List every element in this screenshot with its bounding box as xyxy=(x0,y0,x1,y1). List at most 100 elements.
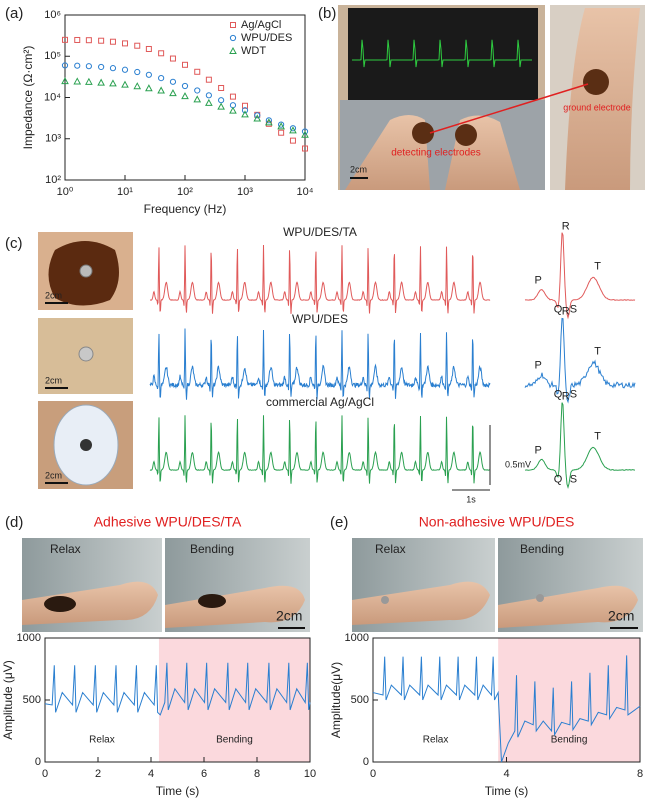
marker xyxy=(218,97,225,104)
marker xyxy=(134,42,141,49)
wave-label: Q xyxy=(554,474,563,486)
marker xyxy=(241,110,249,118)
marker xyxy=(181,92,189,100)
y-tick-label: 500 xyxy=(23,694,41,706)
y-tick-label: 10⁴ xyxy=(44,91,61,103)
marker xyxy=(85,63,92,70)
marker xyxy=(278,129,285,136)
legend-label: WPU/DES xyxy=(241,32,292,44)
photo-label: Relax xyxy=(375,542,406,556)
marker xyxy=(122,40,128,47)
trace-title: WPU/DES xyxy=(292,312,348,326)
scale-label: 0.5mV xyxy=(505,459,531,469)
y-tick-label: 0 xyxy=(363,756,369,768)
marker xyxy=(121,80,129,88)
x-axis-title: Time (s) xyxy=(156,784,200,798)
x-axis-title: Time (s) xyxy=(485,784,529,798)
annotation: ground electrode xyxy=(563,102,631,112)
panel-label: (e) xyxy=(330,514,348,531)
marker xyxy=(61,62,69,69)
marker xyxy=(205,98,213,106)
panel-label: (d) xyxy=(5,514,23,531)
marker xyxy=(145,71,152,78)
screen-trace xyxy=(352,39,532,68)
x-tick-label: 10¹ xyxy=(117,186,133,198)
marker xyxy=(145,84,153,92)
marker xyxy=(169,55,176,62)
region-label: Bending xyxy=(551,735,588,746)
marker xyxy=(265,118,273,126)
x-tick-label: 4 xyxy=(503,768,509,780)
marker xyxy=(301,130,309,138)
scale-label: 2cm xyxy=(45,290,62,300)
marker xyxy=(74,36,81,43)
marker xyxy=(301,128,309,135)
wave-label: T xyxy=(594,430,601,442)
region-label: Relax xyxy=(89,735,115,746)
scale-label: 1s xyxy=(466,494,476,504)
x-tick-label: 8 xyxy=(637,768,643,780)
x-tick-label: 6 xyxy=(201,768,207,780)
ecg-trace xyxy=(149,328,491,400)
marker xyxy=(241,107,249,114)
y-tick-label: 10⁶ xyxy=(44,9,61,21)
marker xyxy=(193,95,202,103)
ecg-trace xyxy=(149,415,491,484)
wave-label: S xyxy=(570,474,577,486)
marker xyxy=(254,112,261,119)
photo-b xyxy=(338,5,645,190)
marker xyxy=(98,37,105,44)
x-tick-label: 0 xyxy=(42,768,48,780)
y-axis-title: Amplitude(μV) xyxy=(329,662,343,738)
marker xyxy=(229,93,236,100)
data-line xyxy=(44,662,311,716)
y-tick-label: 1000 xyxy=(17,632,41,644)
panel-label: (c) xyxy=(5,235,23,252)
x-tick-label: 8 xyxy=(254,768,260,780)
marker xyxy=(278,121,285,128)
wave-label: P xyxy=(535,359,542,371)
ecg-zoom xyxy=(524,402,636,490)
x-tick-label: 10² xyxy=(177,186,193,198)
shade-region xyxy=(498,638,640,762)
x-tick-label: 10⁰ xyxy=(57,186,74,198)
x-tick-label: 10⁴ xyxy=(297,186,314,198)
marker xyxy=(242,102,248,109)
y-tick-label: 1000 xyxy=(345,632,369,644)
region-label: Relax xyxy=(423,735,449,746)
ecg-zoom xyxy=(524,232,636,320)
marker xyxy=(134,68,141,76)
wave-label: P xyxy=(535,274,542,286)
wave-label: P xyxy=(535,444,542,456)
photos-de xyxy=(22,538,643,632)
wave-label: T xyxy=(594,345,601,357)
marker xyxy=(218,84,225,91)
wave-label: R xyxy=(562,305,570,317)
wave-label: S xyxy=(570,389,577,401)
chart-title: Adhesive WPU/DES/TA xyxy=(94,514,242,530)
marker xyxy=(181,82,189,90)
marker xyxy=(302,145,308,152)
marker xyxy=(265,117,272,124)
wave-label: S xyxy=(570,304,577,316)
scale-label: 2cm xyxy=(608,608,634,624)
marker xyxy=(158,75,165,82)
legend-marker xyxy=(229,34,237,42)
photo-label: Bending xyxy=(520,542,564,556)
marker xyxy=(217,102,225,110)
photo-label: Bending xyxy=(190,542,234,556)
x-tick-label: 4 xyxy=(148,768,154,780)
marker xyxy=(85,77,93,85)
panel-label: (b) xyxy=(318,5,336,22)
y-tick-label: 10⁵ xyxy=(44,50,61,62)
marker xyxy=(229,106,237,114)
y-tick-label: 500 xyxy=(351,694,369,706)
x-tick-label: 2 xyxy=(95,768,101,780)
marker xyxy=(109,65,117,72)
ecg-zoom xyxy=(524,317,636,404)
wave-label: Q xyxy=(554,389,563,401)
scale-label: 2cm xyxy=(45,375,62,385)
photos-c xyxy=(38,232,133,489)
marker xyxy=(289,126,297,134)
